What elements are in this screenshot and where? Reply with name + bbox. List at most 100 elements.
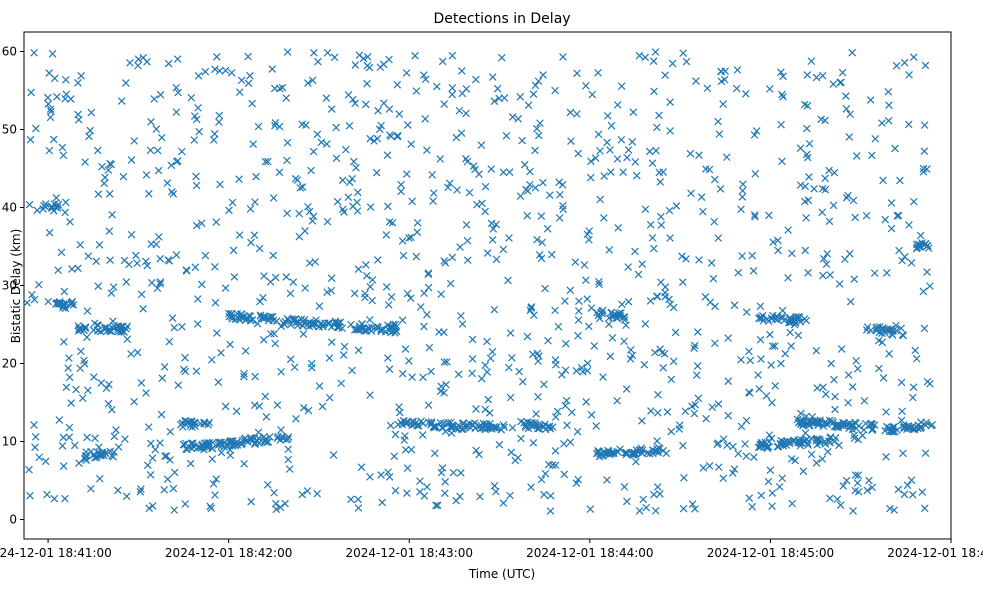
detection-point <box>354 346 363 355</box>
detection-point <box>163 475 172 484</box>
detection-point <box>587 410 596 419</box>
detection-point <box>157 410 166 419</box>
detection-point <box>829 80 838 88</box>
detection-point <box>144 423 153 431</box>
detection-point <box>448 253 457 262</box>
detection-point <box>755 314 763 323</box>
detection-point <box>272 505 281 514</box>
detection-point <box>638 449 646 457</box>
detection-point <box>874 336 883 345</box>
detection-point <box>80 455 89 463</box>
detection-point <box>583 295 592 303</box>
detection-point <box>384 301 393 309</box>
detection-point <box>671 328 680 337</box>
x-tick-label: 2024-12-01 18:42:00 <box>165 546 292 560</box>
detection-point <box>529 439 538 447</box>
detection-point <box>354 495 362 504</box>
detection-point <box>863 486 872 495</box>
detection-point <box>690 341 699 350</box>
detection-point <box>301 284 309 292</box>
detection-point <box>890 506 898 514</box>
detection-point <box>260 272 268 280</box>
detection-point <box>817 115 825 124</box>
detection-point <box>68 265 76 273</box>
detection-point <box>766 330 774 339</box>
detection-point <box>920 121 929 129</box>
detection-point <box>607 168 615 176</box>
detection-point <box>682 255 690 263</box>
detection-point <box>714 117 722 126</box>
detection-point <box>214 378 223 386</box>
detection-point <box>657 221 666 229</box>
detection-point <box>518 136 526 145</box>
detection-point <box>490 481 499 490</box>
detection-point <box>153 146 162 155</box>
detection-point <box>424 269 433 277</box>
detection-point <box>122 79 130 87</box>
detection-point <box>448 51 457 60</box>
detection-point <box>830 168 839 177</box>
detection-point <box>416 487 424 496</box>
detection-point <box>91 434 99 443</box>
detection-point <box>909 197 918 206</box>
detection-point <box>477 374 486 383</box>
x-tick-label: 2024-12-01 18:44:00 <box>526 546 653 560</box>
detection-point <box>437 382 446 391</box>
y-tick-label: 50 <box>2 123 17 137</box>
detection-point <box>582 81 590 90</box>
detection-point <box>84 386 92 395</box>
detection-point <box>661 71 669 80</box>
detection-point <box>372 325 381 334</box>
detection-point <box>822 260 831 269</box>
detection-point <box>893 211 902 220</box>
detection-point <box>573 110 581 118</box>
detection-point <box>50 494 59 503</box>
detection-point <box>746 356 755 365</box>
detection-point <box>660 349 669 358</box>
detection-point <box>717 67 726 76</box>
detection-point <box>147 240 156 248</box>
detection-point <box>751 213 759 221</box>
detection-point <box>193 295 202 303</box>
detection-point <box>588 90 597 99</box>
detection-point <box>499 499 508 507</box>
detection-point <box>821 174 829 183</box>
detection-point <box>43 490 51 499</box>
detection-point <box>207 504 216 513</box>
detection-point <box>211 491 219 499</box>
detection-point <box>574 331 582 340</box>
detection-point <box>366 473 374 481</box>
detection-point <box>818 455 827 463</box>
detection-point <box>759 440 768 449</box>
detection-point <box>402 69 411 77</box>
detection-point <box>353 198 361 207</box>
detection-point <box>77 71 86 80</box>
detection-point <box>910 425 919 434</box>
detection-point <box>871 134 880 143</box>
detection-point <box>505 234 513 242</box>
detection-point <box>370 137 378 145</box>
detection-point <box>31 124 40 133</box>
detection-point <box>323 288 331 297</box>
detection-point <box>764 477 773 486</box>
detection-point <box>456 492 464 501</box>
detection-point <box>428 170 437 179</box>
detection-point <box>282 273 291 281</box>
detection-point <box>481 207 489 216</box>
detection-point <box>669 357 678 366</box>
detection-point <box>60 287 69 296</box>
detection-point <box>454 370 463 379</box>
detection-point <box>146 439 155 448</box>
detection-point <box>527 304 535 312</box>
detection-point <box>76 364 85 373</box>
detection-point <box>74 110 82 119</box>
detection-point <box>315 322 323 331</box>
detection-point <box>106 159 114 168</box>
detection-point <box>645 147 654 156</box>
detection-point <box>730 465 739 474</box>
detection-point <box>666 127 674 135</box>
detection-point <box>586 173 595 182</box>
detection-point <box>318 402 327 411</box>
detection-point <box>723 441 731 450</box>
detection-point <box>484 395 493 404</box>
